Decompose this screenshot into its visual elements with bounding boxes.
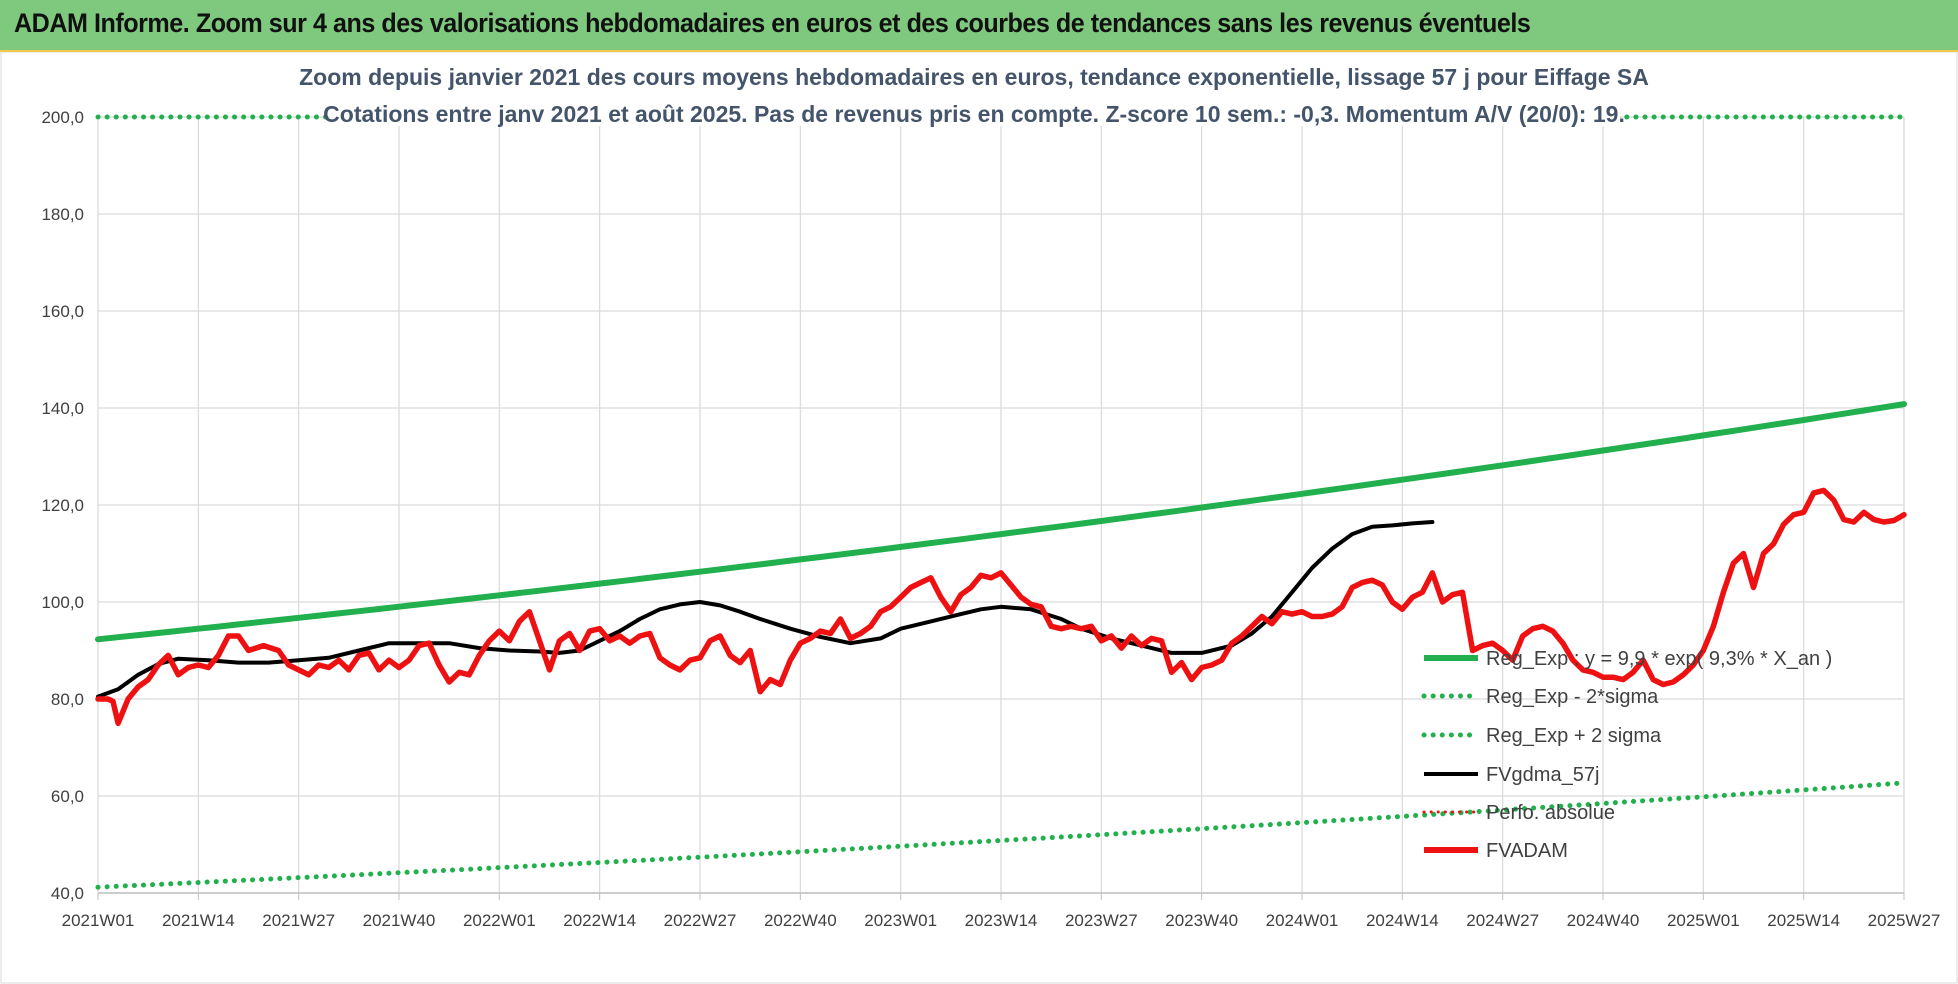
y-tick-label: 120,0 [41,496,84,515]
title-background [330,54,1620,126]
x-tick-label: 2024W14 [1366,911,1439,930]
x-tick-label: 2023W27 [1065,911,1138,930]
x-tick-label: 2021W40 [363,911,436,930]
x-tick-label: 2025W01 [1667,911,1740,930]
x-tick-label: 2025W27 [1868,911,1941,930]
chart-border [0,52,1958,984]
legend-entry-fvadam: FVADAM [1424,840,1568,862]
legend-entry-reg-exp-plus: Reg_Exp + 2 sigma [1421,725,1662,747]
banner: ADAM Informe. Zoom sur 4 ans des valoris… [0,0,1958,52]
legend-label-reg-exp-plus: Reg_Exp + 2 sigma [1486,725,1662,747]
axis-layer: 2021W01 2021W14 2021W27 2021W40 2022W01 2022W… [41,108,1940,930]
chart-title-line-1: Zoom depuis janvier 2021 des cours moyen… [299,64,1649,90]
x-tick-label: 2023W14 [965,911,1038,930]
x-tick-label: 2023W40 [1165,911,1238,930]
y-tick-label: 200,0 [41,108,84,127]
x-tick-label: 2022W40 [764,911,837,930]
x-tick-label: 2022W14 [563,911,636,930]
x-tick-label: 2024W27 [1466,911,1539,930]
legend-label-fvgdma: FVgdma_57j [1486,764,1599,786]
series-reg-exp [95,401,1907,643]
legend: Reg_Exp : y = 9,9 * exp( 9,3% * X_an ) R… [1421,648,1832,862]
legend-entry-reg-exp-minus: Reg_Exp - 2*sigma [1421,686,1659,708]
legend-label-reg-exp-minus: Reg_Exp - 2*sigma [1486,686,1659,708]
banner-title: ADAM Informe. Zoom sur 4 ans des valoris… [14,8,1531,38]
legend-entry-perfo: Perfo. absolue [1422,802,1615,824]
legend-label-reg-exp: Reg_Exp : y = 9,9 * exp( 9,3% * X_an ) [1486,648,1832,670]
chart-title-line-2: Cotations entre janv 2021 et août 2025. … [323,101,1625,127]
y-tick-label: 140,0 [41,399,84,418]
legend-label-perfo: Perfo. absolue [1486,802,1615,824]
grid-layer [97,116,1905,894]
chart-svg: 2021W01 2021W14 2021W27 2021W40 2022W01 2022W… [0,52,1958,984]
series-reg-exp-minus [95,780,1907,890]
title-layer: Zoom depuis janvier 2021 des cours moyen… [299,54,1649,127]
series-fvadam [95,487,1907,727]
y-tick-label: 160,0 [41,302,84,321]
y-tick-label: 100,0 [41,593,84,612]
x-tick-label: 2021W27 [262,911,335,930]
x-tick-label: 2021W01 [62,911,135,930]
x-tick-label: 2023W01 [864,911,937,930]
x-tick-label: 2021W14 [162,911,235,930]
series-fvgdma [96,520,1435,699]
x-tick-label: 2024W40 [1567,911,1640,930]
legend-entry-reg-exp: Reg_Exp : y = 9,9 * exp( 9,3% * X_an ) [1424,648,1832,670]
legend-entry-fvgdma: FVgdma_57j [1424,764,1599,786]
y-tick-label: 60,0 [51,787,84,806]
x-tick-label: 2022W27 [664,911,737,930]
y-tick-label: 40,0 [51,884,84,903]
x-tick-label: 2024W01 [1266,911,1339,930]
chart-area: 2021W01 2021W14 2021W27 2021W40 2022W01 2022W… [0,52,1958,984]
x-tick-label: 2022W01 [463,911,536,930]
y-tick-label: 180,0 [41,205,84,224]
x-tick-label: 2025W14 [1767,911,1840,930]
y-tick-label: 80,0 [51,690,84,709]
legend-label-fvadam: FVADAM [1486,840,1568,862]
